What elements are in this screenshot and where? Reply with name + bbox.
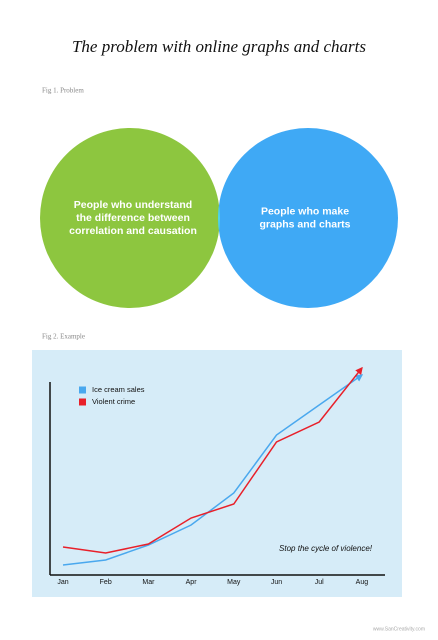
venn-right — [218, 128, 398, 308]
x-tick-label: Jul — [315, 579, 324, 586]
legend-swatch — [79, 386, 86, 394]
venn-label: the difference between — [76, 212, 190, 224]
legend-label: Ice cream sales — [92, 385, 145, 394]
venn-label: People who understand — [74, 199, 192, 211]
x-tick-label: Apr — [186, 579, 198, 586]
line-series — [62, 374, 364, 566]
legend-label: Violent crime — [92, 397, 135, 406]
figure-caption: Fig 2. Example — [42, 333, 85, 341]
x-tick-label: Aug — [356, 579, 369, 586]
x-tick-label: Jun — [271, 579, 282, 586]
x-tick-label: May — [227, 579, 241, 586]
x-tick-label: Feb — [100, 579, 112, 586]
line-series — [62, 366, 363, 554]
venn-label: People who make — [261, 205, 349, 217]
x-tick-label: Mar — [142, 579, 155, 586]
venn-left — [40, 128, 220, 308]
chart-background — [32, 350, 402, 597]
legend-swatch — [79, 398, 86, 406]
page-title: The problem with online graphs and chart… — [72, 37, 366, 56]
x-tick-label: Jan — [57, 579, 68, 586]
venn-label: graphs and charts — [259, 218, 350, 230]
footer: www.SanCreativity.com — [373, 626, 425, 632]
annotation: Stop the cycle of violence! — [279, 544, 373, 553]
venn-label: correlation and causation — [69, 225, 197, 237]
figure-caption: Fig 1. Problem — [42, 87, 84, 95]
